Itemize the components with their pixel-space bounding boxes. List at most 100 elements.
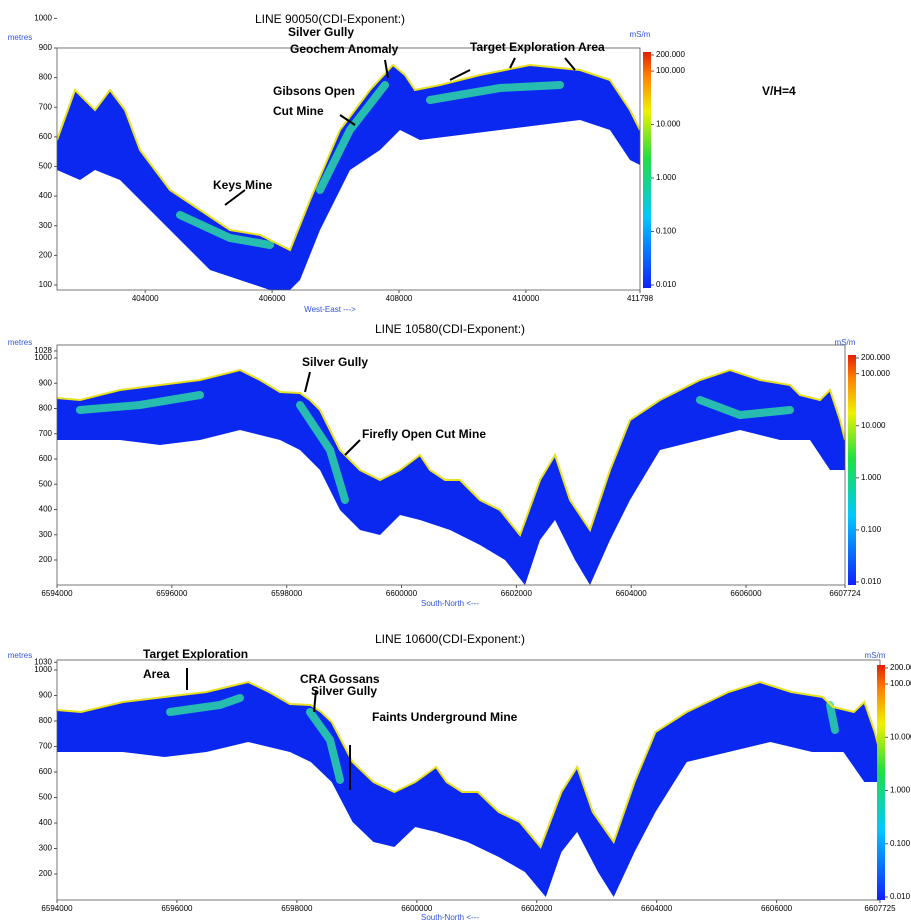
annotation: Silver Gully [311, 684, 377, 698]
annotation: Target Exploration [143, 647, 248, 661]
y-tick-label: 500 [39, 479, 53, 488]
plot-frame [56, 344, 846, 586]
annotation-pointer [509, 57, 516, 69]
y-axis-unit: metres [8, 338, 32, 347]
colorbar-tick-label: 100.000 [656, 66, 685, 75]
y-tick-label: 600 [39, 454, 53, 463]
y-tick-label: 900 [39, 691, 53, 700]
x-tick-label: 404000 [132, 294, 159, 303]
y-tick-label: 600 [39, 132, 53, 141]
colorbar [877, 665, 885, 900]
surface-line [56, 368, 846, 538]
x-tick-label: 6600000 [401, 904, 433, 913]
conductive-zone [826, 701, 839, 734]
colorbar-tick-label: 0.100 [861, 525, 882, 534]
y-tick-label: 1000 [34, 353, 52, 362]
x-tick-label: 406000 [259, 294, 286, 303]
x-tick-label: 6594000 [41, 904, 73, 913]
y-tick-label: 300 [39, 530, 53, 539]
y-tick-label: 200 [39, 250, 53, 259]
panel-title: LINE 10600(CDI-Exponent:) [375, 632, 525, 646]
annotation-pointer [449, 69, 471, 81]
colorbar-tick-label: 0.010 [890, 892, 911, 901]
y-tick-label: 800 [39, 716, 53, 725]
colorbar-tick-label: 10.000 [861, 421, 886, 430]
y-tick-label: 1028 [34, 346, 52, 355]
x-tick-label: 6606000 [730, 589, 762, 598]
y-tick-label: 400 [39, 191, 53, 200]
y-tick-label: 800 [39, 73, 53, 82]
colorbar-tick-label: 200.000 [890, 663, 911, 672]
annotation: Target Exploration Area [470, 40, 605, 54]
section-body [57, 65, 640, 290]
y-tick-label: 700 [39, 742, 53, 751]
colorbar-unit: mS/m [630, 30, 651, 39]
x-tick-label: 6594000 [41, 589, 73, 598]
y-tick-label: 700 [39, 429, 53, 438]
x-tick-label: 410000 [513, 294, 540, 303]
annotation: Geochem Anomaly [290, 42, 399, 56]
conductive-zone [76, 391, 204, 414]
y-tick-label: 1000 [34, 13, 52, 22]
colorbar [643, 52, 651, 288]
x-tick-label: 6598000 [271, 589, 303, 598]
annotation-pointer [564, 57, 576, 71]
annotation: CRA Gossans [300, 672, 380, 686]
colorbar-tick-label: 10.000 [656, 120, 681, 129]
annotation: Cut Mine [273, 104, 324, 118]
surface-line [56, 63, 641, 252]
y-axis-unit: metres [8, 651, 32, 660]
x-tick-label: 6607725 [864, 904, 896, 913]
colorbar-unit: mS/m [835, 338, 856, 347]
x-tick-label: 6596000 [156, 589, 188, 598]
x-tick-label: 6598000 [281, 904, 313, 913]
x-axis-label: West-East ---> [304, 305, 356, 314]
colorbar-tick-label: 10.000 [890, 732, 911, 741]
annotation: V/H=4 [762, 84, 796, 98]
y-tick-label: 300 [39, 844, 53, 853]
x-tick-label: 6602000 [501, 589, 533, 598]
y-tick-label: 500 [39, 793, 53, 802]
annotation-pointer [339, 114, 356, 126]
y-tick-label: 800 [39, 404, 53, 413]
annotation-pointer [384, 59, 389, 79]
y-tick-label: 900 [39, 43, 53, 52]
section-body [57, 682, 880, 897]
conductive-zone [176, 211, 274, 249]
y-tick-label: 600 [39, 767, 53, 776]
x-tick-label: 6602000 [521, 904, 553, 913]
x-tick-label: 6604000 [616, 589, 648, 598]
conductive-zone [296, 401, 349, 504]
x-tick-label: 6606000 [761, 904, 793, 913]
annotation-pointer [344, 439, 361, 456]
colorbar-tick-label: 1.000 [890, 786, 911, 795]
conductive-zone [426, 81, 564, 104]
conductive-zone [316, 81, 389, 194]
colorbar-tick-label: 0.010 [656, 280, 677, 289]
annotation: Silver Gully [288, 25, 354, 39]
annotation: Keys Mine [213, 178, 273, 192]
colorbar-tick-label: 0.100 [890, 839, 911, 848]
plot-frame [56, 47, 641, 291]
colorbar-tick-label: 100.000 [861, 369, 890, 378]
y-tick-label: 100 [39, 280, 53, 289]
y-tick-label: 200 [39, 869, 53, 878]
y-tick-label: 1030 [34, 657, 52, 666]
annotation: Firefly Open Cut Mine [362, 427, 486, 441]
conductive-zone [166, 694, 244, 716]
colorbar [848, 355, 856, 585]
y-tick-label: 1000 [34, 665, 52, 674]
colorbar-tick-label: 1.000 [656, 173, 677, 182]
section-body [57, 370, 845, 585]
annotation-pointer [313, 689, 317, 713]
conductive-zone [306, 708, 344, 784]
x-axis-label: South-North <--- [421, 599, 479, 608]
x-tick-label: 411798 [627, 294, 654, 303]
annotation: Silver Gully [302, 355, 368, 369]
conductive-zone [696, 396, 794, 420]
annotation: Area [143, 667, 170, 681]
x-tick-label: 6604000 [641, 904, 673, 913]
y-axis-unit: metres [8, 33, 32, 42]
annotation: Gibsons Open [273, 84, 355, 98]
